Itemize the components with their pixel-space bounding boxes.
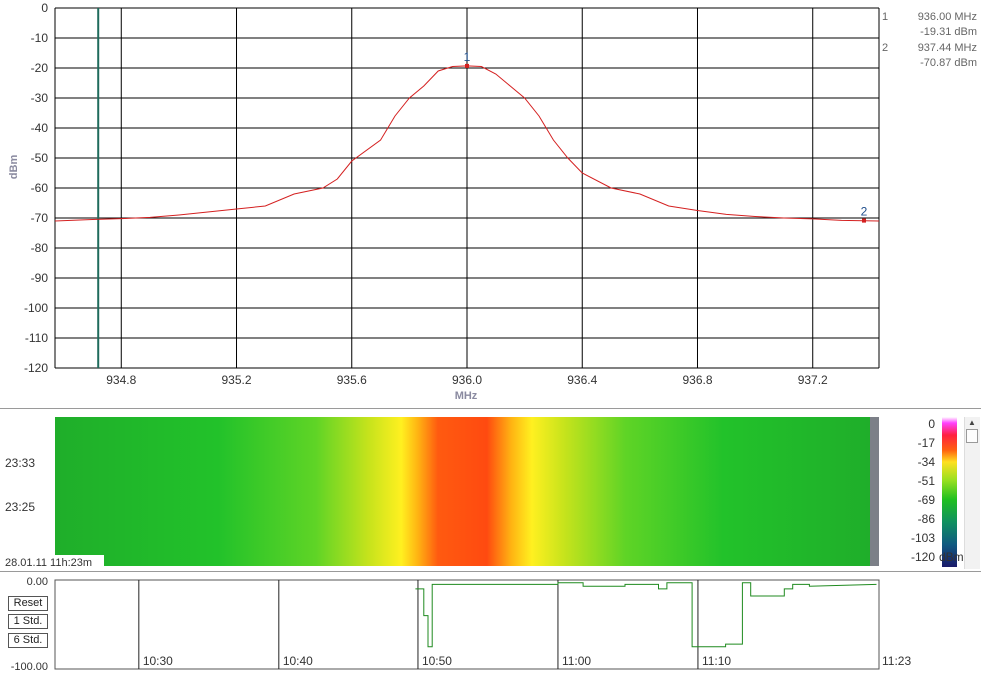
history-y-max-label: 0.00 xyxy=(27,576,48,588)
waterfall-time-label: 23:33 xyxy=(5,456,35,470)
colorbar-labels: 0 -17 -34 -51 -69 -86 -103 -120 xyxy=(911,417,935,564)
history-x-tick-label: 11:00 xyxy=(562,654,591,668)
colorbar-tick-label: -34 xyxy=(918,455,936,469)
x-axis-label: MHz xyxy=(455,390,478,402)
std-1-button[interactable]: 1 Std. xyxy=(8,614,48,629)
reset-button[interactable]: Reset xyxy=(8,596,48,611)
spectrum-chart[interactable]: 0 -10 -20 -30 -40 -50 -60 -70 -80 -90 -100 -110 -120… xyxy=(0,0,981,408)
x-tick-label: 936.8 xyxy=(682,373,712,387)
waterfall-chart[interactable]: 23:33 23:25 28.01.11 11h:23m 0 -17 -34 -51 -… xyxy=(0,409,981,571)
history-trace xyxy=(415,582,877,648)
spectrum-panel: 0 -10 -20 -30 -40 -50 -60 -70 -80 -90 -100 -110 -120… xyxy=(0,0,981,409)
scroll-up-arrow-icon[interactable]: ▲ xyxy=(968,418,976,427)
colorbar-tick-label: -51 xyxy=(918,474,936,488)
history-x-tick-label: 10:30 xyxy=(143,654,173,668)
colorbar-tick-label: -86 xyxy=(918,512,936,526)
history-chart[interactable]: 10:30 10:40 10:50 11:00 11:10 11:23 0.00 -100… xyxy=(0,572,981,679)
y-tick-label: -60 xyxy=(31,181,49,195)
x-tick-label: 937.2 xyxy=(798,373,828,387)
spectrum-x-ticks: 934.8 935.2 935.6 936.0 936.4 936.8 937.2 xyxy=(106,373,828,387)
marker-2-id: 2 xyxy=(882,42,888,54)
marker-label: 1 xyxy=(464,50,471,64)
marker-1-freq: 936.00 MHz xyxy=(918,11,977,23)
waterfall-image xyxy=(55,417,870,566)
history-x-tick-label: 10:40 xyxy=(283,654,313,668)
y-tick-label: -100 xyxy=(24,301,48,315)
std-6-button[interactable]: 6 Std. xyxy=(8,633,48,648)
y-tick-label: -70 xyxy=(31,211,49,225)
history-x-tick-label: 10:50 xyxy=(422,654,452,668)
waterfall-right-edge xyxy=(870,417,879,566)
colorbar-unit: dBm xyxy=(939,550,964,564)
y-tick-label: -40 xyxy=(31,121,49,135)
colorbar-tick-label: -103 xyxy=(911,531,935,545)
spectrum-y-ticks: 0 -10 -20 -30 -40 -50 -60 -70 -80 -90 -100 -110 -120 xyxy=(24,1,48,375)
history-grid xyxy=(138,580,699,669)
waterfall-time-label: 23:25 xyxy=(5,500,35,514)
y-tick-label: -20 xyxy=(31,61,49,75)
history-x-tick-label: 11:10 xyxy=(702,654,731,668)
marker-point[interactable] xyxy=(862,218,866,223)
colorbar-tick-label: 0 xyxy=(928,417,935,431)
x-tick-label: 936.0 xyxy=(452,373,482,387)
colorbar-tick-label: -120 xyxy=(911,550,935,564)
y-tick-label: -110 xyxy=(25,331,48,345)
marker-2-freq: 937.44 MHz xyxy=(918,42,977,54)
x-tick-label: 935.2 xyxy=(221,373,251,387)
scroll-thumb[interactable] xyxy=(966,429,978,443)
colorbar-tick-label: -69 xyxy=(918,493,936,507)
colorbar-scrollbar[interactable]: ▲ xyxy=(964,417,980,569)
spectrum-grid xyxy=(54,7,880,369)
y-tick-label: 0 xyxy=(41,1,48,15)
x-tick-label: 935.6 xyxy=(337,373,367,387)
y-axis-label: dBm xyxy=(8,155,20,180)
y-tick-label: -120 xyxy=(24,361,48,375)
x-tick-label: 934.8 xyxy=(106,373,136,387)
colorbar-tick-label: -17 xyxy=(918,436,936,450)
history-panel: 10:30 10:40 10:50 11:00 11:10 11:23 0.00 -100… xyxy=(0,572,981,679)
marker-1-level: -19.31 dBm xyxy=(920,26,977,38)
history-x-ticks: 10:30 10:40 10:50 11:00 11:10 11:23 xyxy=(143,654,912,668)
history-y-min-label: -100.00 xyxy=(11,661,48,673)
x-tick-label: 936.4 xyxy=(567,373,597,387)
marker-label: 2 xyxy=(861,205,868,219)
marker-2-level: -70.87 dBm xyxy=(920,57,977,69)
waterfall-timestamp: 28.01.11 11h:23m xyxy=(5,557,92,569)
timestamp-background xyxy=(3,555,104,569)
colorbar xyxy=(942,417,957,567)
y-tick-label: -30 xyxy=(31,91,49,105)
history-x-tick-label: 11:23 xyxy=(882,654,911,668)
y-tick-label: -10 xyxy=(31,31,49,45)
spectrum-markers: 12 xyxy=(464,50,868,223)
history-plot-frame xyxy=(54,579,880,670)
marker-1-id: 1 xyxy=(882,11,888,23)
marker-point[interactable] xyxy=(465,63,469,68)
waterfall-panel: 23:33 23:25 28.01.11 11h:23m 0 -17 -34 -51 -… xyxy=(0,409,981,572)
y-tick-label: -80 xyxy=(31,241,49,255)
marker-readout: 1 936.00 MHz -19.31 dBm 2 937.44 MHz -70… xyxy=(882,11,977,69)
y-tick-label: -90 xyxy=(31,271,49,285)
y-tick-label: -50 xyxy=(31,151,49,165)
